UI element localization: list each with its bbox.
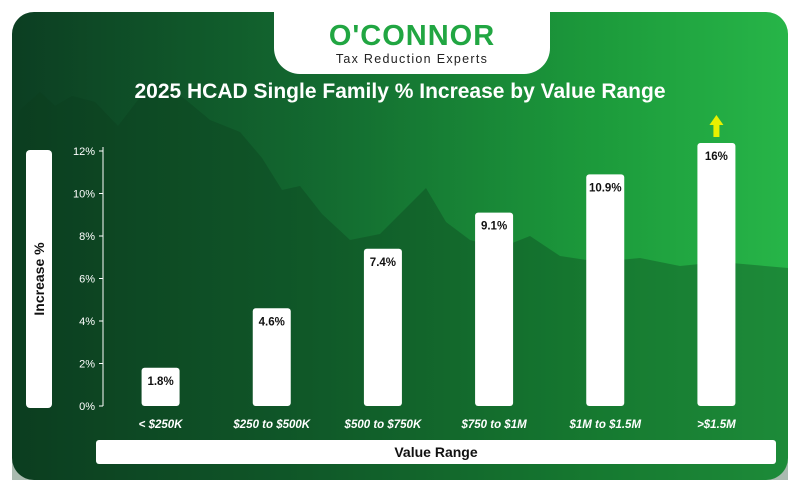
bar xyxy=(697,143,736,406)
logo: O'CONNOR Tax Reduction Experts xyxy=(274,12,550,74)
bar-data-label: 1.8% xyxy=(147,376,173,388)
y-axis-label: Increase % xyxy=(31,242,47,316)
logo-name: O'CONNOR xyxy=(328,20,496,52)
bar xyxy=(141,367,180,406)
bar xyxy=(586,174,625,406)
y-tick-label: 10% xyxy=(73,189,95,201)
bar xyxy=(252,308,291,406)
y-tick-label: 0% xyxy=(79,401,95,413)
x-tick-label: $750 to $1M xyxy=(460,419,527,431)
bar xyxy=(363,248,402,406)
chart-title: 2025 HCAD Single Family % Increase by Va… xyxy=(134,80,666,103)
x-tick-label: >$1.5M xyxy=(697,419,736,431)
bar-data-label: 16% xyxy=(705,151,728,163)
y-axis-label-box: Increase % xyxy=(26,150,52,408)
y-tick-label: 12% xyxy=(73,146,95,158)
x-tick-label: $250 to $500K xyxy=(232,419,310,431)
x-tick-label: < $250K xyxy=(139,419,183,431)
bar-data-label: 10.9% xyxy=(589,182,622,194)
overflow-arrow-icon xyxy=(709,115,724,137)
bar-data-label: 4.6% xyxy=(259,316,285,328)
logo-tagline: Tax Reduction Experts xyxy=(335,52,489,66)
x-tick-label: $500 to $750K xyxy=(344,419,422,431)
bar-data-label: 9.1% xyxy=(481,221,507,233)
x-tick-label: $1M to $1.5M xyxy=(568,419,641,431)
x-axis-label: Value Range xyxy=(96,440,776,464)
y-tick-label: 4% xyxy=(79,316,95,328)
bar-data-label: 7.4% xyxy=(370,257,396,269)
y-tick-label: 2% xyxy=(79,359,95,371)
bar xyxy=(475,212,514,406)
y-tick-label: 8% xyxy=(79,231,95,243)
y-tick-label: 6% xyxy=(79,274,95,286)
